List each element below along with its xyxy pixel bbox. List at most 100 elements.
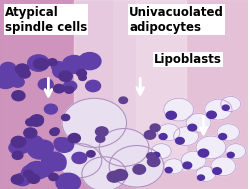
Circle shape [34, 140, 54, 155]
Circle shape [107, 171, 121, 182]
Circle shape [219, 134, 226, 139]
Circle shape [113, 170, 128, 180]
Circle shape [12, 139, 31, 153]
Circle shape [29, 115, 43, 126]
Circle shape [24, 170, 33, 177]
Circle shape [64, 81, 77, 91]
Text: Lipoblasts: Lipoblasts [154, 53, 222, 66]
Circle shape [11, 136, 26, 147]
Circle shape [62, 98, 126, 147]
Circle shape [27, 142, 46, 156]
Circle shape [54, 138, 67, 148]
Circle shape [54, 84, 64, 93]
Circle shape [119, 97, 128, 103]
Circle shape [64, 86, 74, 93]
Circle shape [144, 131, 156, 139]
Circle shape [77, 70, 86, 77]
Circle shape [181, 151, 206, 170]
Text: Atypical
spindle cells: Atypical spindle cells [5, 6, 87, 34]
Circle shape [186, 113, 211, 132]
Circle shape [12, 151, 23, 159]
Circle shape [28, 174, 40, 183]
Circle shape [22, 165, 42, 181]
Circle shape [22, 135, 44, 152]
Circle shape [221, 96, 241, 112]
Circle shape [31, 115, 44, 124]
Circle shape [26, 162, 48, 179]
Circle shape [151, 144, 171, 159]
Circle shape [28, 55, 49, 71]
Circle shape [48, 59, 57, 66]
Circle shape [28, 142, 51, 159]
Circle shape [205, 99, 232, 120]
Circle shape [165, 167, 172, 173]
Circle shape [12, 91, 25, 101]
Bar [0, 0, 112, 189]
Circle shape [52, 128, 59, 134]
Circle shape [62, 114, 70, 121]
Circle shape [153, 152, 160, 158]
Circle shape [26, 119, 36, 126]
Circle shape [222, 105, 229, 110]
Circle shape [0, 66, 20, 81]
Circle shape [35, 163, 54, 177]
Circle shape [44, 104, 58, 114]
Circle shape [96, 127, 108, 136]
Circle shape [217, 124, 240, 141]
Circle shape [99, 129, 149, 166]
Circle shape [68, 133, 80, 143]
Circle shape [38, 79, 53, 90]
Circle shape [79, 75, 86, 81]
Circle shape [52, 158, 66, 168]
Circle shape [164, 159, 184, 174]
Circle shape [211, 157, 236, 176]
Circle shape [14, 173, 31, 186]
Circle shape [174, 127, 199, 146]
Circle shape [96, 135, 105, 142]
Circle shape [158, 124, 180, 141]
Bar [74, 0, 186, 170]
Circle shape [0, 62, 16, 74]
Circle shape [53, 64, 71, 78]
Circle shape [0, 72, 16, 88]
Circle shape [188, 124, 197, 131]
Circle shape [196, 136, 226, 159]
Circle shape [19, 69, 30, 78]
Circle shape [213, 168, 222, 174]
Circle shape [176, 138, 184, 144]
Circle shape [133, 165, 145, 174]
Circle shape [150, 124, 160, 132]
Circle shape [159, 134, 167, 139]
Circle shape [57, 144, 102, 178]
Circle shape [86, 80, 100, 92]
Circle shape [62, 56, 86, 74]
Circle shape [198, 149, 209, 157]
Circle shape [196, 166, 216, 181]
Circle shape [78, 53, 101, 70]
Circle shape [24, 128, 37, 138]
Circle shape [56, 173, 80, 189]
Circle shape [59, 71, 72, 81]
Circle shape [183, 162, 192, 169]
Circle shape [82, 157, 126, 189]
Circle shape [42, 152, 66, 171]
Circle shape [207, 111, 216, 119]
Circle shape [34, 58, 48, 70]
Circle shape [109, 146, 164, 187]
Circle shape [147, 153, 156, 160]
Text: Univacuolated
adipocytes: Univacuolated adipocytes [129, 6, 224, 34]
Circle shape [166, 111, 176, 119]
Bar [136, 0, 248, 189]
Circle shape [164, 98, 194, 121]
Circle shape [51, 160, 66, 171]
Circle shape [52, 62, 65, 72]
Circle shape [16, 64, 29, 74]
Circle shape [86, 151, 95, 157]
Circle shape [148, 157, 160, 167]
Circle shape [55, 138, 74, 152]
Circle shape [198, 175, 204, 180]
Circle shape [226, 144, 246, 159]
Circle shape [49, 173, 58, 181]
Circle shape [72, 152, 87, 163]
Circle shape [11, 77, 24, 87]
